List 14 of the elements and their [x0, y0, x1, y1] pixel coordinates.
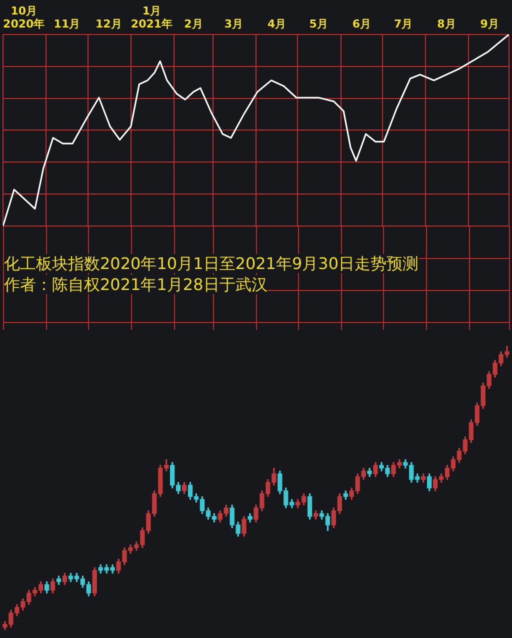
text: 作者：陈自权2021年1月28日于武汉 — [4, 275, 268, 294]
x-tick-label: 8月 — [437, 18, 456, 31]
x-tick-label: 9月 — [480, 18, 499, 31]
x-tick-label: 6月 — [352, 18, 371, 31]
x-tick-label: 10月 2020年 — [3, 4, 45, 31]
x-tick-label: 7月 — [394, 18, 413, 31]
x-tick-label: 12月 — [95, 18, 122, 31]
x-tick-label: 2月 — [184, 18, 203, 31]
text: 化工板块指数2020年10月1日至2021年9月30日走势预测 — [4, 254, 419, 273]
x-tick-label: 5月 — [309, 18, 328, 31]
x-tick-label: 1月 2021年 — [130, 4, 173, 31]
x-tick-label: 3月 — [224, 18, 244, 31]
x-tick-label: 4月 — [268, 18, 286, 31]
x-tick-label: 11月 — [54, 18, 80, 31]
